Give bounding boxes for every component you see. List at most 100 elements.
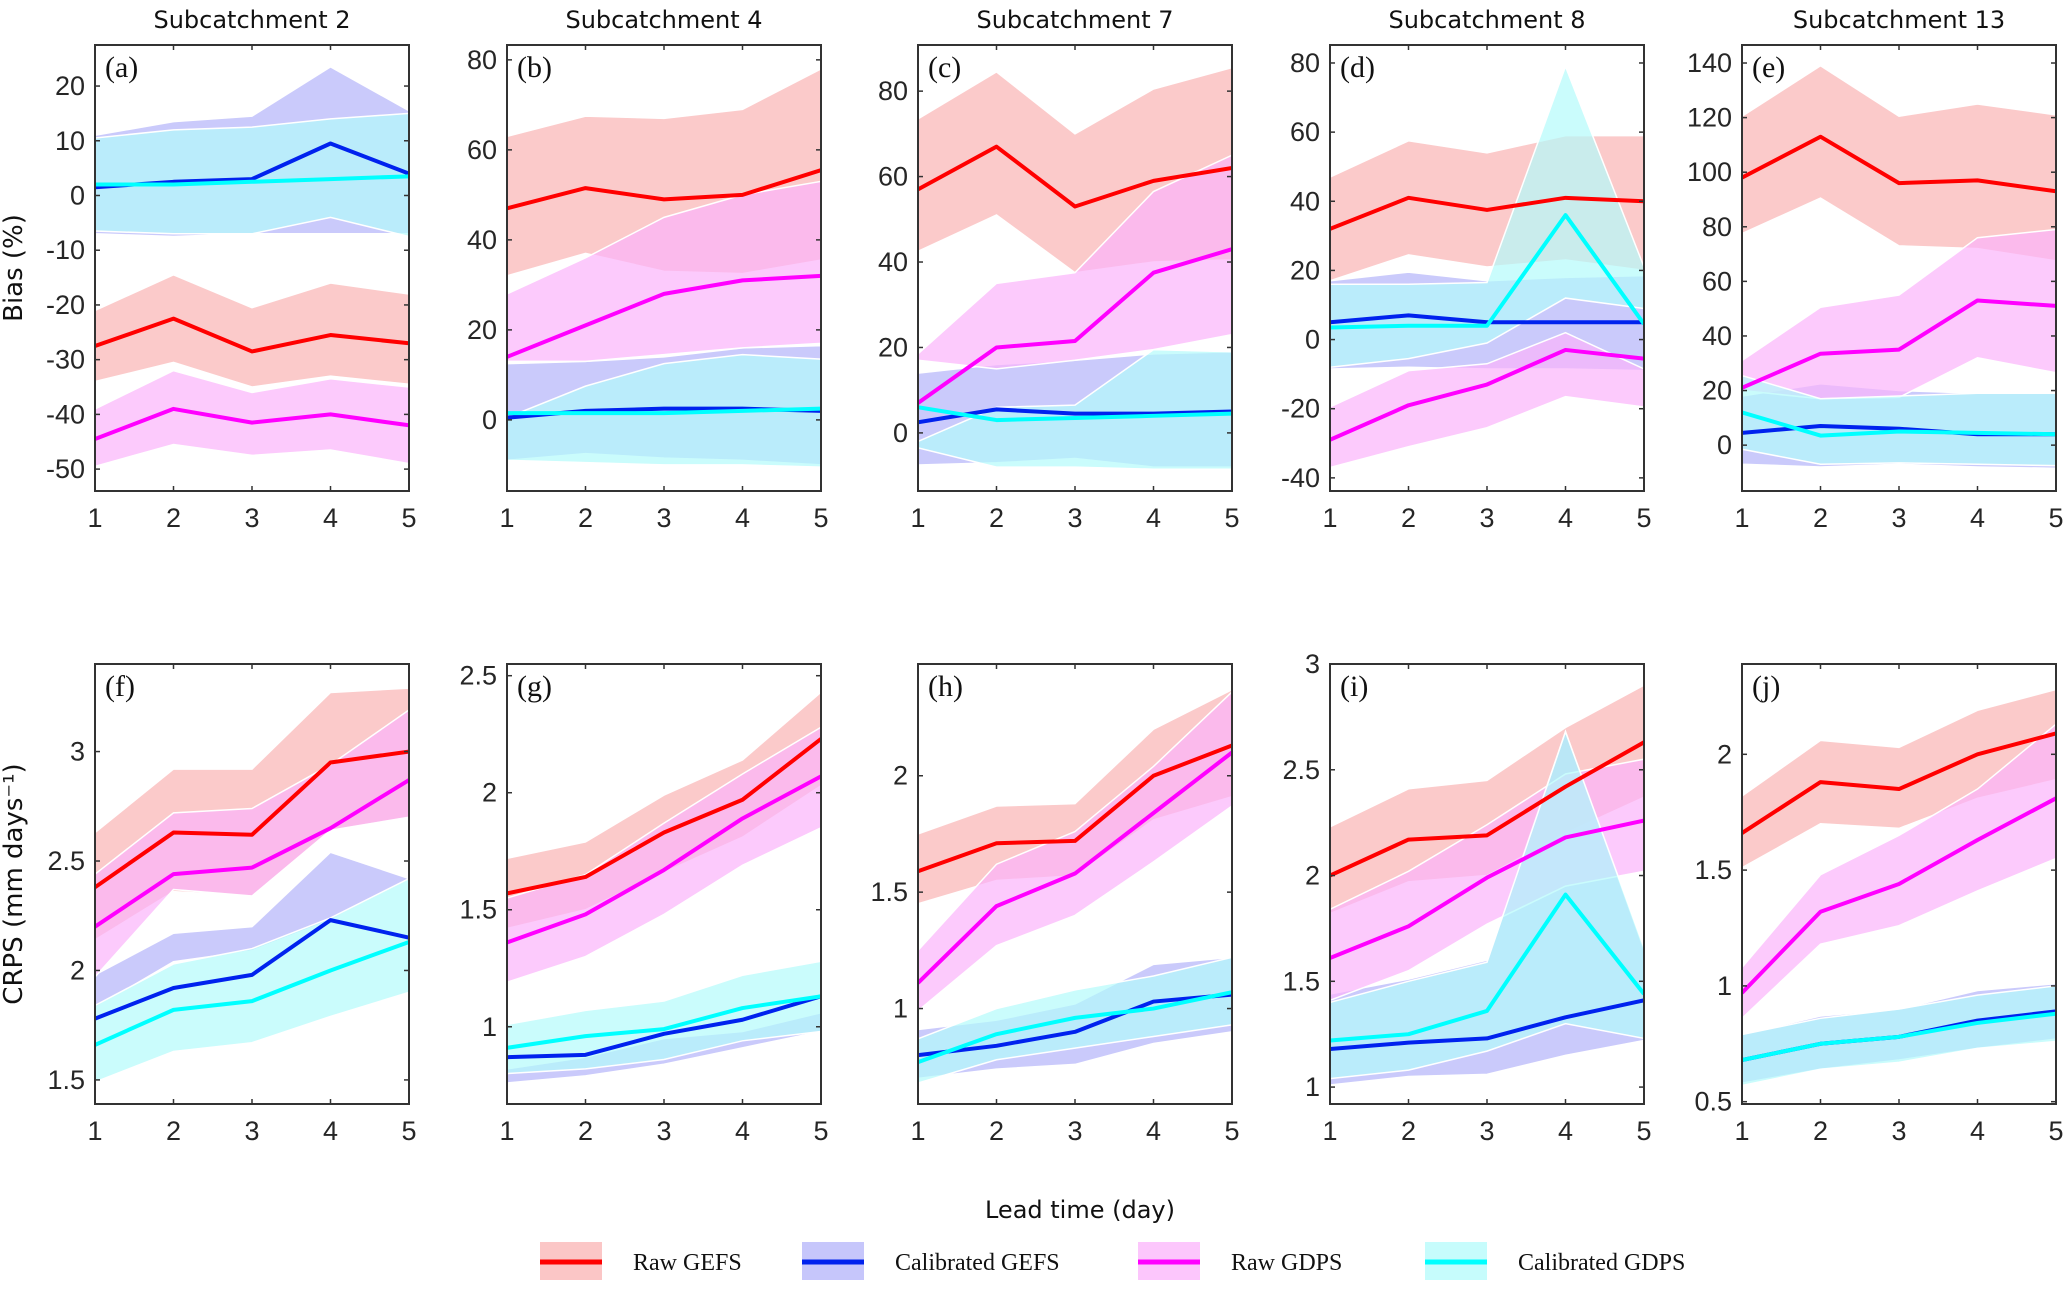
- panel-e: 1 2 3 4 5 0 20 40 60 80 100 120 140 (e): [1687, 44, 2064, 533]
- y-tick-label: 60: [467, 135, 497, 165]
- panel-label: (b): [517, 51, 552, 84]
- y-tick-label: 1: [893, 994, 908, 1024]
- x-tick-label: 3: [1067, 1116, 1082, 1146]
- x-tick-label: 3: [244, 503, 259, 533]
- x-tick-label: 2: [578, 1116, 593, 1146]
- x-tick-label: 2: [1813, 1116, 1828, 1146]
- band-raw-gdps: [95, 709, 409, 979]
- line-calibrated-gdps: [1330, 213, 1644, 330]
- panel-j: 1 2 3 4 50.511.52(j): [1694, 663, 2064, 1146]
- x-tick-label: 4: [1970, 1116, 1985, 1146]
- line-calibrated-gdps: [507, 406, 821, 416]
- y-tick-label: 1: [482, 1012, 497, 1042]
- line-raw-gdps: [507, 774, 821, 945]
- y-tick-label: -40: [46, 399, 85, 429]
- x-tick-label: 2: [1401, 503, 1416, 533]
- line-calibrated-gdps: [95, 940, 409, 1047]
- column-title: Subcatchment 13: [1793, 6, 2005, 34]
- panel-a: 1 2 3 4 5 -50 -40 -30 -20 -10 0 10 20 (a) Bias (%): [0, 44, 417, 533]
- panel-h: 1 2 3 4 5 1 1.5 2 (h): [870, 663, 1240, 1146]
- line-calibrated-gdps: [95, 174, 409, 187]
- x-tick-label: 3: [1479, 1116, 1494, 1146]
- y-tick-label: 60: [1290, 117, 1320, 147]
- y-tick-label: 80: [1290, 48, 1320, 78]
- legend-label: Calibrated GEFS: [895, 1250, 1060, 1276]
- y-tick-label: 1.5: [459, 895, 497, 925]
- y-tick-label: 20: [467, 315, 497, 345]
- plot-area: [1330, 64, 1644, 469]
- legend-label: Raw GDPS: [1231, 1250, 1342, 1276]
- y-tick-label: 40: [1702, 321, 1732, 351]
- x-tick-label: 3: [1067, 503, 1082, 533]
- line-raw-gefs: [95, 749, 409, 889]
- x-tick-label: 1: [1734, 1116, 1749, 1146]
- y-tick-label: 2.5: [47, 846, 85, 876]
- legend-item-calibrated-gefs: Calibrated GEFS: [802, 1242, 1060, 1280]
- line-raw-gdps: [95, 406, 409, 441]
- y-tick-label: -10: [46, 235, 85, 265]
- y-tick-label: 0: [1305, 325, 1320, 355]
- x-tick-label: 3: [656, 1116, 671, 1146]
- x-tick-label: 4: [735, 503, 750, 533]
- x-tick-label: 5: [813, 1116, 828, 1146]
- x-tick-label: 5: [401, 1116, 416, 1146]
- y-tick-label: -50: [46, 454, 85, 484]
- band-calibrated-gdps: [507, 353, 821, 468]
- plot-area: [507, 691, 821, 1084]
- plot-area: [1742, 64, 2056, 470]
- y-tick-label: 2.5: [459, 661, 497, 691]
- line-calibrated-gdps: [918, 405, 1232, 423]
- panel-f: 1 2 3 4 5 1.5 2 2.5 3 (f) CRPS (mm days⁻¹): [0, 663, 417, 1146]
- y-tick-label: 0: [893, 418, 908, 448]
- band-raw-gefs: [918, 688, 1232, 905]
- band-calibrated-gdps: [1742, 374, 2056, 467]
- band-raw-gdps: [507, 726, 821, 984]
- line-raw-gdps: [1742, 796, 2056, 995]
- y-tick-label: 1.5: [1282, 966, 1320, 996]
- x-axis-label: Lead time (day): [985, 1196, 1175, 1224]
- panel-g: 1 2 3 4 5 1 1.5 2 2.5 (g): [459, 661, 828, 1146]
- panel-label: (i): [1340, 670, 1368, 703]
- column-title: Subcatchment 8: [1388, 6, 1585, 34]
- column-title: Subcatchment 7: [976, 6, 1173, 34]
- column-title: Subcatchment 4: [565, 6, 762, 34]
- legend-label: Calibrated GDPS: [1518, 1250, 1685, 1276]
- y-tick-label: 2: [1717, 739, 1732, 769]
- y-tick-label: 20: [878, 332, 908, 362]
- y-tick-label: 20: [55, 71, 85, 101]
- column-title: Subcatchment 2: [153, 6, 350, 34]
- y-tick-label: 0.5: [1694, 1087, 1732, 1117]
- panel-c: 1 2 3 4 5 0 20 40 60 80 (c): [878, 44, 1240, 533]
- x-tick-label: 5: [1636, 503, 1651, 533]
- line-raw-gdps: [1330, 818, 1644, 960]
- x-tick-label: 3: [1891, 503, 1906, 533]
- y-tick-label: 3: [1305, 649, 1320, 679]
- y-tick-label: 60: [1702, 266, 1732, 296]
- band-calibrated-gdps: [507, 960, 821, 1075]
- line-calibrated-gdps: [1330, 892, 1644, 1043]
- x-tick-label: 5: [1224, 1116, 1239, 1146]
- line-raw-gdps: [918, 750, 1232, 985]
- x-tick-label: 3: [1891, 1116, 1906, 1146]
- y-tick-label: 80: [467, 45, 497, 75]
- x-tick-label: 2: [1813, 503, 1828, 533]
- y-tick-label: 1.5: [1694, 855, 1732, 885]
- plot-area: [918, 66, 1232, 470]
- band-calibrated-gdps: [95, 877, 409, 1083]
- y-tick-label: 2: [1305, 861, 1320, 891]
- y-tick-label: 2.5: [1282, 755, 1320, 785]
- panel-label: (j): [1752, 670, 1780, 703]
- y-tick-label: 1.5: [47, 1065, 85, 1095]
- legend-label: Raw GEFS: [633, 1250, 742, 1276]
- plot-area: [507, 68, 821, 468]
- legend-item-raw-gdps: Raw GDPS: [1138, 1242, 1342, 1280]
- panels: Subcatchment 2 Subcatchment 4 Subcatchment…: [0, 6, 2064, 1146]
- y-tick-label: 80: [1702, 212, 1732, 242]
- line-raw-gefs: [918, 743, 1232, 874]
- band-raw-gefs: [1742, 64, 2056, 262]
- band-raw-gefs: [95, 274, 409, 388]
- x-tick-label: 2: [166, 1116, 181, 1146]
- band-raw-gdps: [1742, 723, 2056, 1020]
- panel-label: (h): [928, 670, 963, 703]
- x-tick-label: 5: [2048, 1116, 2063, 1146]
